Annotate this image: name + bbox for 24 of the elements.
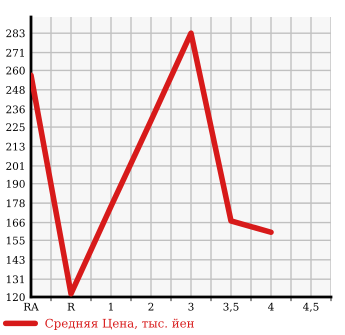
y-tick-label: 166 <box>6 218 25 227</box>
x-tick-label: 4 <box>268 302 274 310</box>
x-tick-label: R <box>68 302 76 310</box>
y-tick-label: 213 <box>6 142 25 151</box>
x-tick-label: 1 <box>108 302 113 310</box>
y-tick-label: 178 <box>6 199 25 208</box>
x-tick-label: RA <box>24 302 39 310</box>
y-tick-label: 283 <box>6 29 25 38</box>
y-tick-label: 248 <box>6 86 25 94</box>
y-tick-label: 131 <box>6 275 24 284</box>
x-tick-label: 4,5 <box>303 302 318 312</box>
x-tick-label: 3,5 <box>224 302 238 312</box>
y-tick-label: 225 <box>6 123 25 132</box>
y-tick-label: 120 <box>6 293 25 302</box>
y-tick-label: 236 <box>6 105 25 114</box>
y-tick-label: 190 <box>6 180 25 188</box>
y-tick-label: 271 <box>6 48 24 57</box>
x-tick-label: 3 <box>188 302 194 311</box>
x-tick-label: 2 <box>148 302 154 310</box>
y-tick-label: 201 <box>6 162 24 170</box>
y-tick-label: 143 <box>6 256 25 264</box>
y-tick-label: 260 <box>6 66 25 75</box>
legend-label: Средняя Цена, тыс. йен <box>45 318 194 330</box>
y-tick-label: 155 <box>6 236 25 244</box>
